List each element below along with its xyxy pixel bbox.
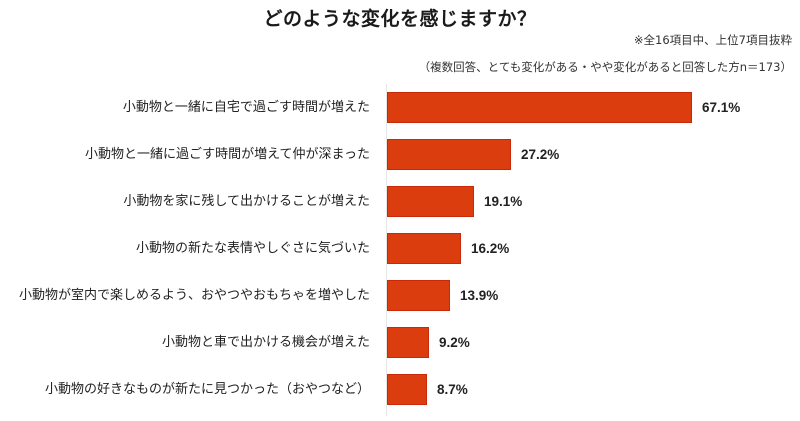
- value-label: 13.9%: [460, 288, 499, 303]
- value-label: 67.1%: [702, 100, 741, 115]
- value-label: 19.1%: [484, 194, 523, 209]
- bar-row: 小動物と一緒に過ごす時間が増えて仲が深まった 27.2%: [0, 139, 800, 170]
- chart-title: どのような変化を感じますか？: [263, 8, 537, 30]
- value-label: 8.7%: [437, 382, 468, 397]
- bar-row: 小動物と一緒に自宅で過ごす時間が増えた 67.1%: [0, 92, 800, 123]
- bar: [387, 280, 450, 311]
- bar-row: 小動物の新たな表情やしぐさに気づいた 16.2%: [0, 233, 800, 264]
- category-label: 小動物を家に残して出かけることが増えた: [123, 194, 370, 209]
- category-label: 小動物と一緒に自宅で過ごす時間が増えた: [122, 100, 370, 115]
- category-label: 小動物の新たな表情やしぐさに気づいた: [135, 241, 370, 256]
- bar: [387, 327, 429, 358]
- category-label: 小動物と一緒に過ごす時間が増えて仲が深まった: [85, 147, 370, 162]
- bar-row: 小動物を家に残して出かけることが増えた 19.1%: [0, 186, 800, 217]
- bar: [387, 139, 511, 170]
- category-axis-line: [386, 84, 387, 416]
- value-label: 16.2%: [471, 241, 510, 256]
- bar-row: 小動物が室内で楽しめるよう、おやつやおもちゃを増やした 13.9%: [0, 280, 800, 311]
- bar: [387, 374, 427, 405]
- bar: [387, 186, 474, 217]
- value-label: 9.2%: [439, 335, 470, 350]
- chart-note: （複数回答、とても変化がある・やや変化があると回答した方n＝173）: [418, 60, 792, 74]
- bar: [387, 233, 461, 264]
- bar-row: 小動物の好きなものが新たに見つかった（おやつなど） 8.7%: [0, 374, 800, 405]
- category-label: 小動物が室内で楽しめるよう、おやつやおもちゃを増やした: [18, 288, 370, 303]
- bar: [387, 92, 692, 123]
- value-label: 27.2%: [521, 147, 560, 162]
- category-label: 小動物と車で出かける機会が増えた: [161, 335, 370, 350]
- bar-row: 小動物と車で出かける機会が増えた 9.2%: [0, 327, 800, 358]
- category-label: 小動物の好きなものが新たに見つかった（おやつなど）: [44, 382, 370, 397]
- chart-subtitle: ※全16項目中、上位7項目抜粋: [633, 33, 792, 47]
